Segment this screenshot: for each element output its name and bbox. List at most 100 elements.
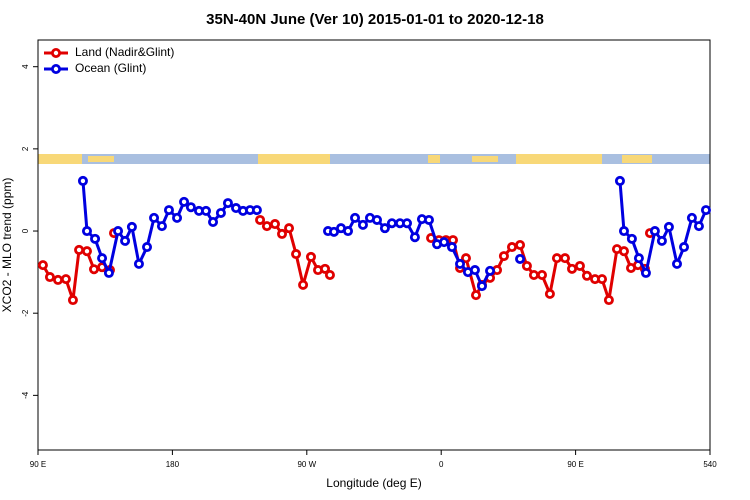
point <box>343 226 354 237</box>
point <box>53 274 64 285</box>
point <box>163 205 174 216</box>
point <box>614 175 625 186</box>
point <box>200 205 211 216</box>
point <box>633 253 644 264</box>
point <box>149 212 160 223</box>
point <box>686 212 697 223</box>
point <box>81 226 92 237</box>
point <box>469 265 480 276</box>
point <box>298 279 309 290</box>
point <box>446 242 457 253</box>
point <box>44 272 55 283</box>
point <box>284 223 295 234</box>
point <box>126 221 137 232</box>
point <box>269 219 280 230</box>
point <box>277 228 288 239</box>
y-tick-label: 2 <box>21 146 30 151</box>
point <box>649 226 660 237</box>
legend-marker <box>51 64 62 75</box>
legend-label: Land (Nadir&Glint) <box>75 45 174 59</box>
y-tick-label: 0 <box>21 228 30 233</box>
x-axis-label: Longitude (deg E) <box>326 476 421 490</box>
point <box>77 175 88 186</box>
point <box>460 253 471 264</box>
point <box>574 260 585 271</box>
x-tick-label: 180 <box>166 460 180 469</box>
point <box>113 226 124 237</box>
point <box>603 295 614 306</box>
legend-label: Ocean (Glint) <box>75 61 146 75</box>
point <box>357 219 368 230</box>
point <box>386 218 397 229</box>
point <box>251 205 262 216</box>
point <box>544 288 555 299</box>
point <box>455 258 466 269</box>
point <box>693 221 704 232</box>
point <box>103 267 114 278</box>
land-ocean-strip <box>38 154 710 164</box>
land-patch <box>622 155 652 163</box>
y-tick-label: 4 <box>21 64 30 69</box>
point <box>255 214 266 225</box>
point <box>567 263 578 274</box>
plot-frame <box>37 39 711 451</box>
x-tick-label: 90 E <box>30 460 46 469</box>
point <box>521 260 532 271</box>
land-patch <box>472 156 498 162</box>
x-tick-label: 0 <box>439 460 444 469</box>
point <box>89 264 100 275</box>
point <box>423 214 434 225</box>
point <box>371 214 382 225</box>
point <box>656 235 667 246</box>
legend-marker <box>51 48 62 59</box>
point <box>485 265 496 276</box>
ocean-band <box>38 154 710 164</box>
point <box>515 239 526 250</box>
y-axis-label: XCO2 - MLO trend (ppm) <box>0 178 14 313</box>
point <box>67 295 78 306</box>
land-patch <box>258 154 330 164</box>
point <box>320 263 331 274</box>
point <box>506 242 517 253</box>
point <box>439 237 450 248</box>
point <box>528 269 539 280</box>
point <box>671 258 682 269</box>
point <box>90 233 101 244</box>
point <box>156 221 167 232</box>
point <box>476 281 487 292</box>
chart-title: 35N-40N June (Ver 10) 2015-01-01 to 2020… <box>206 11 544 28</box>
point <box>409 232 420 243</box>
point <box>60 274 71 285</box>
point <box>142 242 153 253</box>
point <box>559 253 570 264</box>
point <box>74 244 85 255</box>
point <box>597 274 608 285</box>
point <box>291 249 302 260</box>
point <box>470 290 481 301</box>
point <box>551 253 562 264</box>
y-tick-label: -2 <box>21 309 30 317</box>
point <box>679 242 690 253</box>
land-patch <box>38 154 82 164</box>
point <box>618 226 629 237</box>
point <box>81 246 92 257</box>
point <box>185 202 196 213</box>
point <box>261 221 272 232</box>
point <box>215 207 226 218</box>
point <box>379 223 390 234</box>
point <box>324 269 335 280</box>
point <box>700 205 711 216</box>
point <box>172 212 183 223</box>
land-patch <box>88 156 114 162</box>
x-tick-label: 90 E <box>567 460 583 469</box>
land-patch <box>516 154 602 164</box>
point <box>179 196 190 207</box>
point <box>305 251 316 262</box>
x-tick-label: 540 <box>703 460 717 469</box>
point <box>328 226 339 237</box>
point <box>133 258 144 269</box>
point <box>222 198 233 209</box>
point <box>37 260 48 271</box>
